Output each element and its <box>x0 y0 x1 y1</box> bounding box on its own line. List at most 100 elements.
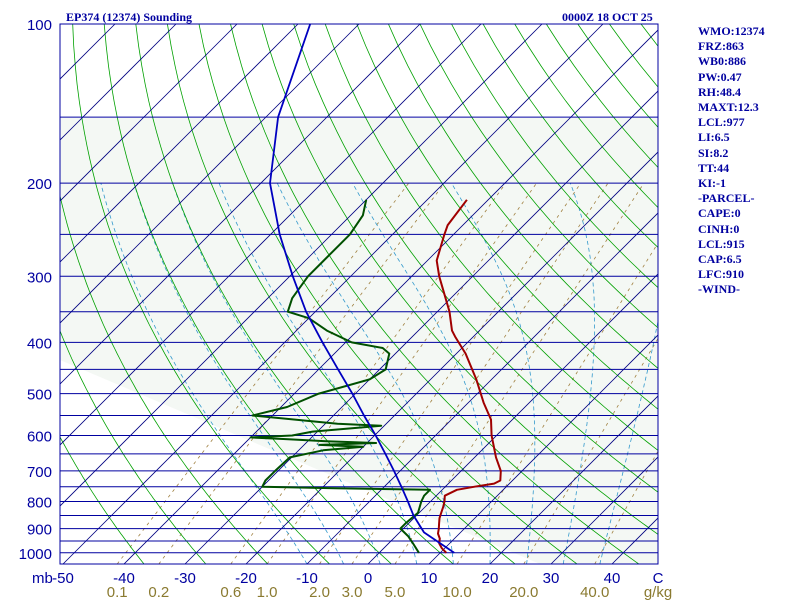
parcel-trace <box>269 24 455 554</box>
mixing-ratio-line <box>158 182 445 564</box>
mixing-ratio-label: 0.2 <box>148 584 169 600</box>
dry-adiabat-line <box>60 194 268 564</box>
mixing-ratio-line <box>456 242 658 564</box>
mixing-ratio-line <box>394 182 645 564</box>
pressure-label: 500 <box>27 387 52 404</box>
index-row: KI:-1 <box>698 176 726 191</box>
pressure-label: 600 <box>27 429 52 446</box>
dry-adiabat-line <box>261 24 658 535</box>
pressure-label: 300 <box>27 269 52 286</box>
isotherms <box>60 24 658 564</box>
index-row: LCL:915 <box>698 236 745 251</box>
mixing-ratio-label: 5.0 <box>384 584 405 600</box>
isotherm-line <box>60 24 177 141</box>
index-row: CINH:0 <box>698 221 740 236</box>
isotherm-line <box>60 24 360 324</box>
dewpoint-trace <box>249 199 431 554</box>
pressure-label: 700 <box>27 464 52 481</box>
pressure-label: 400 <box>27 335 52 352</box>
mixing-ratio-label: 3.0 <box>342 584 363 600</box>
mixing-ratio-lines <box>116 182 658 564</box>
index-row: PW:0.47 <box>698 69 742 84</box>
temperature-tick-label: 10 <box>421 570 438 587</box>
index-row: RH:48.4 <box>698 84 741 99</box>
mixing-ratio-label: 2.0 <box>309 584 330 600</box>
moist-adiabat-line <box>100 183 308 564</box>
index-row: WMO:12374 <box>698 24 765 38</box>
pressure-label: 100 <box>27 17 52 34</box>
stability-indices-panel: WMO:12374 FRZ:863 WB0:886 PW:0.47 RH:48.4 MAX… <box>698 24 765 298</box>
moist-adiabats <box>100 182 658 564</box>
index-row: CAP:6.5 <box>698 252 742 267</box>
temperature-tick-label: 0 <box>364 570 372 587</box>
mixing-ratio-axis-labels: 0.1 0.2 0.6 1.0 2.0 3.0 5.0 10.0 20.0 40.0 g/kg <box>107 584 672 600</box>
dry-adiabat-line <box>135 24 454 564</box>
sounding-traces <box>249 24 502 554</box>
temperature-tick-label: -10 <box>296 570 318 587</box>
mixing-ratio-unit-label: g/kg <box>644 584 672 600</box>
isotherm-line <box>428 334 658 564</box>
moist-adiabat-line <box>451 182 536 564</box>
pressure-label: 1000 <box>19 546 52 563</box>
dry-adiabat-line <box>419 24 658 329</box>
mixing-ratio-label: 1.0 <box>257 584 278 600</box>
pressure-label: 800 <box>27 495 52 512</box>
moist-adiabat-line <box>133 183 344 564</box>
isotherm-line <box>184 90 658 564</box>
dry-adiabat-line <box>60 436 145 564</box>
temperature-tick-label: -50 <box>52 570 74 587</box>
mixing-ratio-line <box>594 450 658 564</box>
mixing-ratio-line <box>116 182 410 564</box>
temperature-unit-label: C <box>653 570 664 587</box>
moist-adiabat-line <box>352 183 491 564</box>
isotherm-line <box>60 24 482 446</box>
isotherm-line <box>60 24 238 202</box>
temperature-tick-label: 30 <box>543 570 560 587</box>
mixing-ratio-label: 0.6 <box>220 584 241 600</box>
dry-adiabats <box>60 24 658 564</box>
dry-adiabat-line <box>356 24 658 410</box>
pressure-axis-labels: 100 200 300 400 500 600 700 800 900 1000 <box>19 17 52 563</box>
sounding-title: EP374 (12374) Sounding <box>66 10 193 24</box>
moist-adiabat-line <box>172 183 381 564</box>
isotherm-line <box>367 273 658 564</box>
dry-adiabat-line <box>324 24 658 451</box>
moist-adiabat-line <box>599 319 658 564</box>
upper-background-shade <box>60 118 658 564</box>
temperature-tick-label: -40 <box>113 570 135 587</box>
index-row: LI:6.5 <box>698 130 730 145</box>
isotherm-line <box>489 395 658 564</box>
index-row: -PARCEL- <box>698 191 755 206</box>
mixing-ratio-line <box>266 182 537 564</box>
temperature-tick-label: -20 <box>235 570 257 587</box>
isotherm-line <box>60 24 299 263</box>
isotherm-line <box>60 24 421 385</box>
index-row: WB0:886 <box>698 54 746 69</box>
isotherm-line <box>306 212 658 564</box>
pressure-label: 200 <box>27 176 52 193</box>
temperature-tick-label: 40 <box>604 570 621 587</box>
index-row: SI:8.2 <box>698 145 729 160</box>
moist-adiabat-line <box>562 183 595 564</box>
dry-adiabat-line <box>451 24 658 289</box>
index-row: -WIND- <box>698 282 740 297</box>
isotherm-line <box>62 24 604 564</box>
index-row: CAPE:0 <box>698 206 741 221</box>
sounding-time: 0000Z 18 OCT 25 <box>562 10 653 24</box>
dry-adiabat-line <box>72 24 330 564</box>
index-row: LCL:977 <box>698 115 745 130</box>
mixing-ratio-line <box>230 182 507 564</box>
moist-adiabat-line <box>218 183 418 564</box>
dry-adiabat-line <box>482 24 658 249</box>
isotherm-line <box>550 456 658 564</box>
isotherm-line <box>245 151 658 564</box>
index-row: MAXT:12.3 <box>698 100 759 115</box>
isotherm-line <box>60 24 543 507</box>
dry-adiabat-line <box>293 24 658 493</box>
plot-frame <box>59 23 659 565</box>
temperature-axis-labels: mb -50 -40 -30 -20 -10 0 10 20 30 40 C <box>32 570 664 587</box>
mixing-ratio-label: 10.0 <box>442 584 471 600</box>
index-row: FRZ:863 <box>698 39 744 54</box>
pressure-label: 900 <box>27 522 52 539</box>
